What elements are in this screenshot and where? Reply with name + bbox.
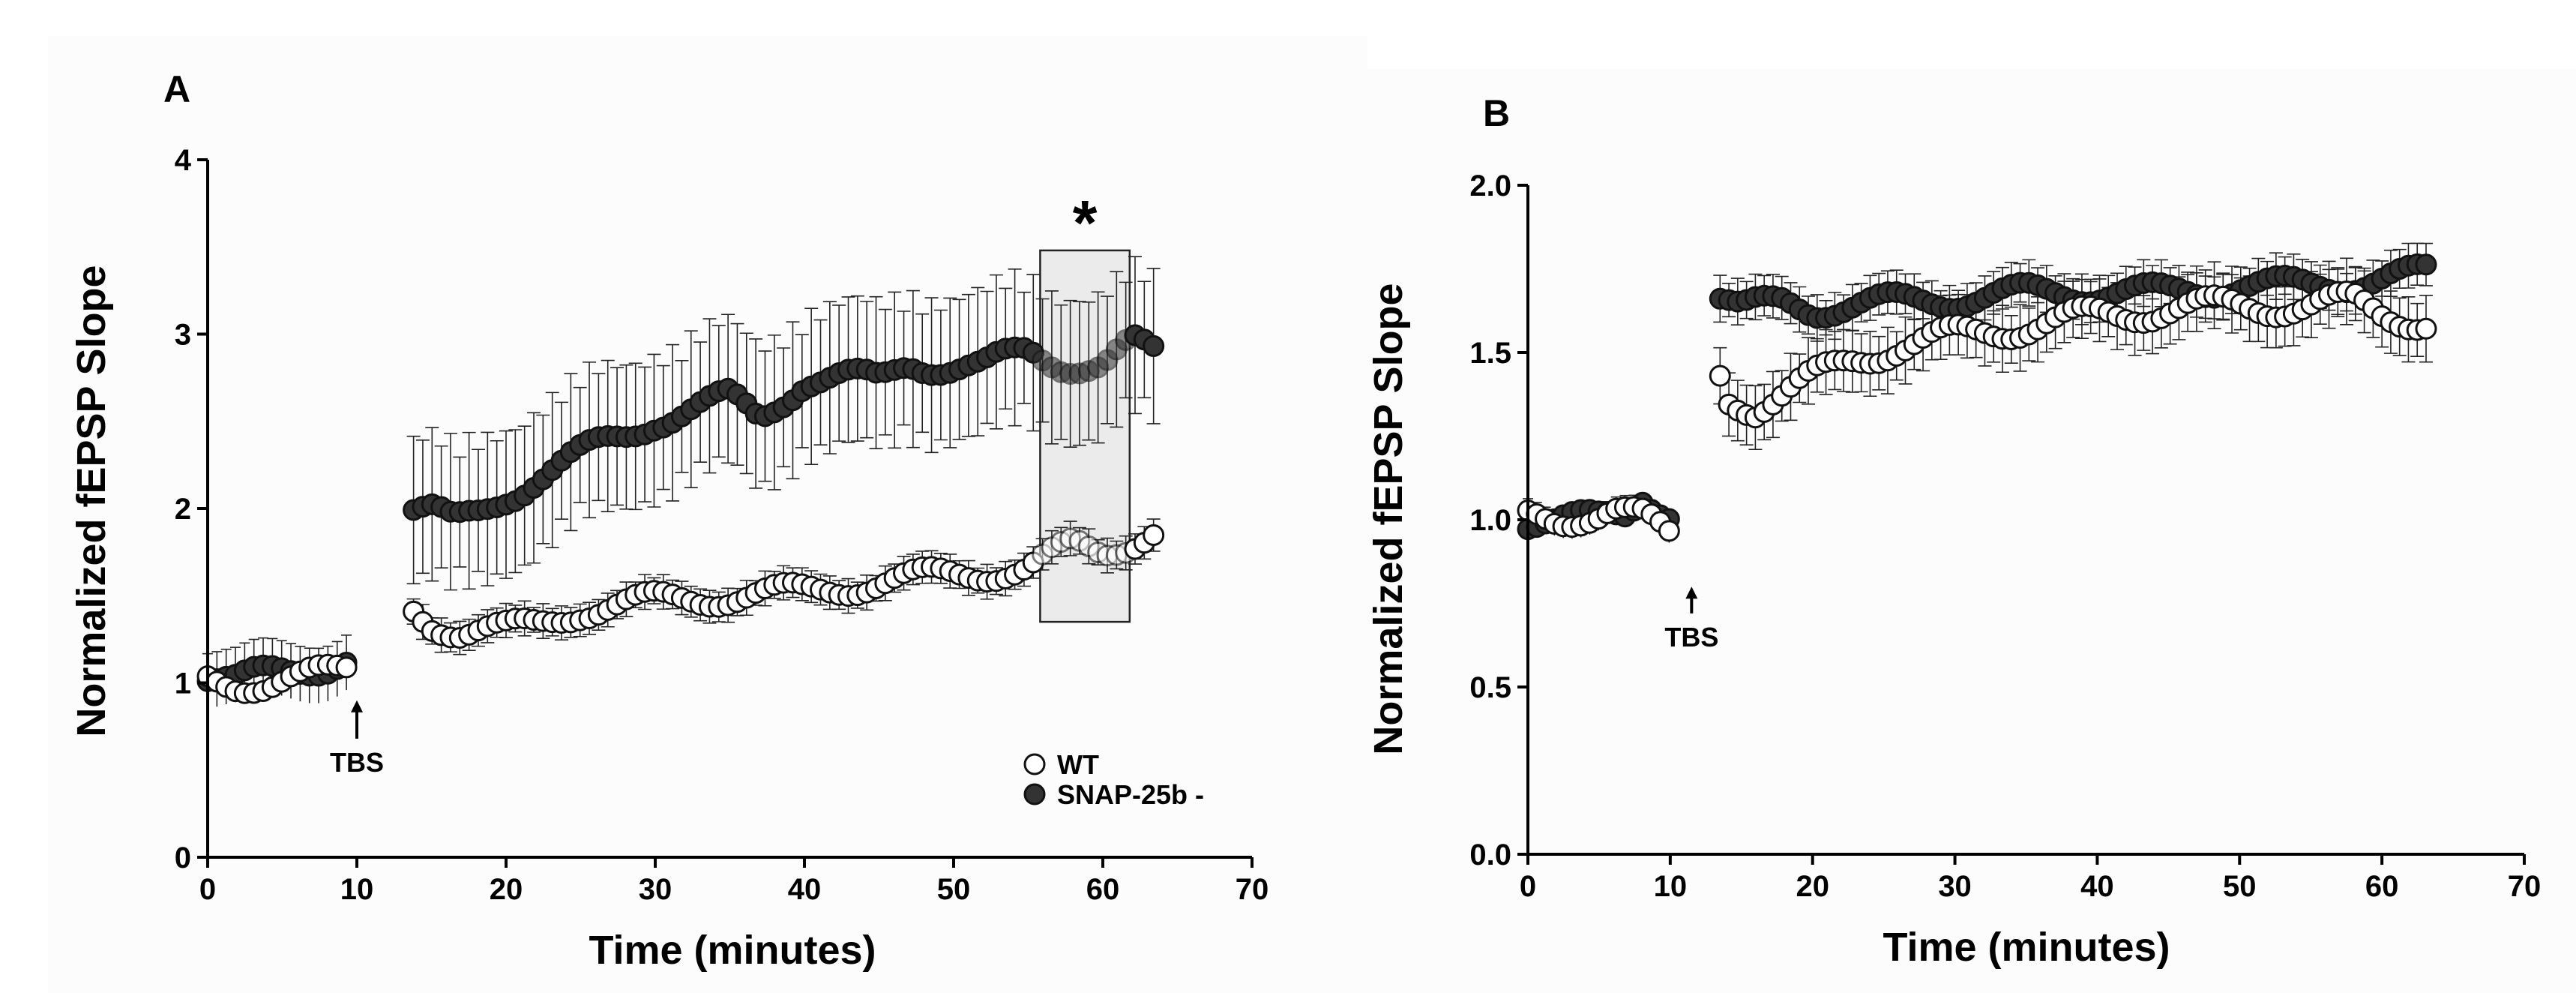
data-point-wt [1658, 520, 1680, 542]
data-point-wt [1709, 364, 1731, 387]
x-tick-label: 0 [1520, 870, 1536, 903]
data-point-snap25b [2415, 254, 2437, 276]
data-point-wt [2415, 317, 2437, 340]
legend-wt-label: WT [1057, 749, 1099, 780]
x-tick-label: 30 [1938, 870, 1972, 903]
panel-b-data-points [1517, 253, 2437, 542]
y-tick-label: 4 [175, 144, 192, 177]
panel-a-legend: WT SNAP-25b - [1023, 749, 1204, 810]
x-tick-label: 40 [788, 873, 822, 906]
y-tick-label: 3 [175, 319, 191, 352]
panel-a-ticks [197, 158, 1254, 868]
data-point-wt [335, 656, 358, 679]
x-tick-label: 60 [1086, 873, 1120, 906]
x-tick-label: 10 [1654, 870, 1688, 903]
panel-a-data-points [196, 324, 1165, 704]
data-point-snap25b [1143, 334, 1165, 357]
panel-a-tbs-label: TBS [330, 747, 384, 778]
legend-mutant-label: SNAP-25b - [1057, 779, 1204, 810]
x-tick-label: 50 [937, 873, 971, 906]
x-tick-label: 30 [639, 873, 672, 906]
panel-a-label: A [163, 68, 190, 110]
x-tick-label: 40 [2080, 870, 2114, 903]
y-tick-label: 0.0 [1469, 838, 1511, 872]
panel-a-x-axis-label: Time (minutes) [589, 928, 876, 973]
panel-a-significance-star: * [1073, 188, 1098, 258]
panel-a-background [48, 36, 1367, 993]
panel-b-tbs-arrow [1685, 586, 1698, 614]
legend-mutant-marker [1023, 783, 1046, 806]
panel-b-tbs-label: TBS [1664, 622, 1718, 652]
x-tick-label: 20 [490, 873, 523, 906]
x-tick-label: 60 [2365, 870, 2399, 903]
y-tick-label: 0 [175, 842, 191, 874]
panel-b-x-axis-label: Time (minutes) [1883, 925, 2170, 970]
panel-a-tbs-arrow [351, 700, 363, 739]
x-tick-label: 0 [199, 873, 216, 906]
legend-wt-marker [1023, 753, 1046, 776]
x-tick-label: 70 [2508, 870, 2542, 903]
y-tick-label: 2.0 [1469, 170, 1511, 202]
panel-a-y-axis-label: Normalized fEPSP Slope [69, 265, 114, 736]
y-tick-label: 0.5 [1469, 671, 1511, 704]
x-tick-label: 50 [2223, 870, 2257, 903]
panel-b-y-axis-label: Normalized fEPSP Slope [1366, 283, 1411, 754]
y-tick-label: 1 [175, 668, 191, 700]
y-tick-label: 1.0 [1469, 504, 1511, 537]
data-point-wt [1143, 524, 1165, 546]
panel-b-ticks [1517, 184, 2526, 865]
x-tick-label: 70 [1236, 873, 1269, 906]
y-tick-label: 1.5 [1469, 337, 1511, 370]
panel-b-tick-labels: 0 10 20 30 40 50 60 70 0.0 0.5 1.0 1.5 2.0 [1469, 170, 2541, 903]
x-tick-label: 10 [340, 873, 374, 906]
y-tick-label: 2 [175, 493, 191, 526]
x-tick-label: 20 [1796, 870, 1829, 903]
panel-a-tick-labels: 0 10 20 30 40 50 60 70 0 1 2 3 4 [175, 144, 1269, 906]
panel-b-label: B [1483, 92, 1510, 134]
